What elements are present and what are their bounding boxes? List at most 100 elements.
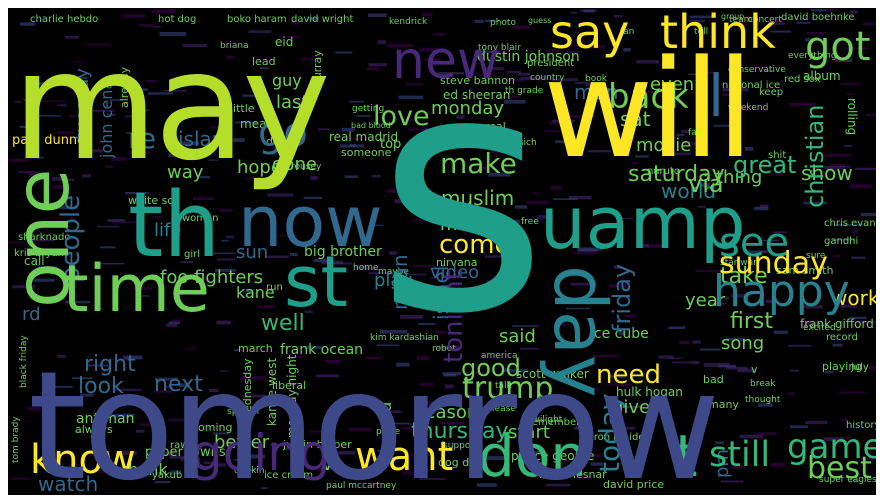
word-guy: guy xyxy=(272,71,302,90)
word-around: around xyxy=(183,104,222,117)
texture-mark xyxy=(394,422,411,425)
texture-mark xyxy=(466,371,487,375)
word-muslim: muslim xyxy=(441,186,514,210)
word-time: time xyxy=(63,252,210,327)
word-tuesday: tuesday xyxy=(72,68,93,140)
word-run: run xyxy=(266,282,283,293)
texture-mark xyxy=(14,101,21,103)
texture-mark xyxy=(428,204,445,209)
word-david-price: david price xyxy=(603,478,664,491)
texture-mark xyxy=(587,150,612,153)
word-see: see xyxy=(719,220,789,266)
word-call: call xyxy=(24,254,45,268)
word-uamp: uamp xyxy=(540,181,746,265)
word-top: top xyxy=(380,137,401,152)
word-john-kasich: john kasich xyxy=(485,138,537,148)
word-tom-brady: tom brady xyxy=(11,416,21,463)
texture-mark xyxy=(29,173,49,176)
texture-mark xyxy=(339,144,364,148)
word-love: love xyxy=(373,101,430,132)
texture-mark xyxy=(37,266,57,268)
texture-mark xyxy=(754,206,769,211)
texture-mark xyxy=(400,315,424,319)
texture-mark xyxy=(840,304,858,308)
texture-mark xyxy=(811,9,827,12)
word-said: said xyxy=(499,326,536,347)
texture-mark xyxy=(400,273,427,276)
texture-mark xyxy=(193,196,215,201)
texture-mark xyxy=(221,239,229,242)
texture-mark xyxy=(49,205,70,209)
texture-mark xyxy=(111,157,127,161)
word-song: song xyxy=(721,333,764,354)
texture-mark xyxy=(379,329,407,334)
word-still: still xyxy=(709,435,770,475)
word-speech: speech xyxy=(227,407,259,417)
word-frank-gifford: frank gifford xyxy=(800,317,874,331)
word-history: history xyxy=(846,420,876,431)
word-may: may xyxy=(12,20,327,194)
word-book: book xyxy=(585,74,608,84)
word-v: v xyxy=(751,363,758,376)
texture-mark xyxy=(219,208,233,212)
word-re: re xyxy=(128,122,156,155)
word-record: record xyxy=(826,332,858,343)
texture-mark xyxy=(803,201,828,205)
word-place: place xyxy=(376,427,401,437)
texture-mark xyxy=(309,430,332,433)
texture-mark xyxy=(220,370,229,372)
texture-mark xyxy=(41,100,66,103)
texture-mark xyxy=(787,392,795,396)
texture-mark xyxy=(24,156,45,159)
texture-mark xyxy=(151,9,177,14)
word-ant-man: ant man xyxy=(76,411,134,427)
word-sat: sat xyxy=(620,107,651,131)
texture-mark xyxy=(668,326,686,330)
texture-mark xyxy=(478,166,488,170)
texture-mark xyxy=(377,40,386,44)
texture-mark xyxy=(551,119,576,123)
word-tomorrow: tomorrow xyxy=(28,340,716,495)
texture-mark xyxy=(690,15,714,19)
texture-mark xyxy=(500,280,507,283)
word-st: st xyxy=(284,241,348,323)
texture-mark xyxy=(474,19,484,23)
texture-mark xyxy=(722,296,730,300)
texture-mark xyxy=(549,121,573,125)
word-will: will xyxy=(543,31,750,188)
texture-mark xyxy=(788,102,816,107)
texture-mark xyxy=(469,141,484,144)
texture-mark xyxy=(624,314,637,318)
word-david-wright: david wright xyxy=(291,14,353,25)
word-man: man xyxy=(574,80,618,104)
texture-mark xyxy=(86,364,109,367)
word-little: little xyxy=(230,102,255,115)
texture-mark xyxy=(100,246,116,249)
word-pm: pm xyxy=(712,449,733,478)
texture-mark xyxy=(529,324,538,328)
word-look: look xyxy=(78,374,124,399)
texture-mark xyxy=(260,67,269,70)
texture-mark xyxy=(91,109,115,112)
word-scott-walker: scott walker xyxy=(516,367,589,381)
texture-mark xyxy=(242,94,267,97)
texture-mark xyxy=(609,284,629,288)
texture-mark xyxy=(825,370,834,374)
texture-mark xyxy=(419,478,446,480)
texture-mark xyxy=(715,441,725,444)
texture-mark xyxy=(334,51,353,54)
texture-mark xyxy=(520,76,542,81)
texture-mark xyxy=(81,174,91,178)
texture-mark xyxy=(543,130,560,133)
texture-mark xyxy=(805,421,828,425)
texture-mark xyxy=(245,454,265,459)
texture-mark xyxy=(533,451,544,454)
word-new: new xyxy=(392,31,499,91)
texture-mark xyxy=(857,366,876,370)
texture-mark xyxy=(681,129,690,133)
texture-mark xyxy=(788,344,812,347)
word-ice-cube: ice cube xyxy=(590,326,649,342)
word-cloud: guess bad blood group black friday release su… xyxy=(8,8,876,495)
texture-mark xyxy=(770,30,791,33)
